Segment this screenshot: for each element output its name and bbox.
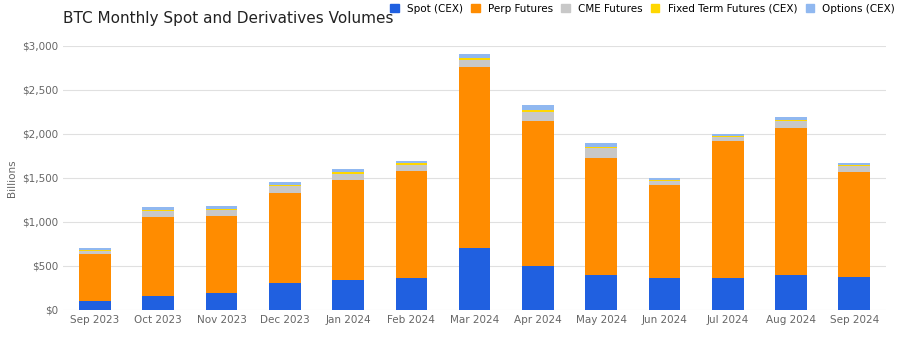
Bar (585, 146, 616, 148)
Bar (522, 266, 553, 310)
Bar (712, 136, 742, 137)
Bar (522, 112, 553, 121)
Bar (459, 248, 490, 310)
Bar (585, 143, 616, 146)
Bar (332, 169, 363, 172)
Bar (775, 121, 806, 128)
Bar (838, 277, 869, 310)
Bar (838, 165, 869, 166)
Bar (775, 117, 806, 120)
Bar (459, 67, 490, 248)
Bar (269, 182, 300, 185)
Bar (206, 216, 237, 293)
Bar (838, 163, 869, 165)
Bar (459, 60, 490, 67)
Bar (396, 161, 427, 163)
Bar (838, 172, 869, 277)
Bar (522, 121, 553, 266)
Bar (143, 211, 173, 218)
Bar (648, 278, 679, 310)
Bar (459, 58, 490, 60)
Bar (522, 106, 553, 110)
Bar (585, 148, 616, 158)
Bar (648, 178, 679, 180)
Bar (143, 296, 173, 310)
Bar (648, 185, 679, 278)
Bar (838, 166, 869, 172)
Bar (775, 275, 806, 310)
Bar (585, 275, 616, 310)
Bar (712, 134, 742, 136)
Bar (332, 280, 363, 310)
Bar (585, 158, 616, 275)
Bar (332, 180, 363, 280)
Bar (206, 293, 237, 310)
Bar (712, 278, 742, 310)
Text: BTC Monthly Spot and Derivatives Volumes: BTC Monthly Spot and Derivatives Volumes (63, 11, 394, 26)
Bar (396, 165, 427, 171)
Bar (648, 180, 679, 181)
Bar (459, 54, 490, 58)
Bar (79, 250, 111, 251)
Bar (396, 278, 427, 310)
Bar (143, 210, 173, 211)
Bar (269, 186, 300, 193)
Bar (79, 251, 111, 254)
Bar (79, 301, 111, 310)
Bar (269, 185, 300, 186)
Bar (775, 120, 806, 121)
Bar (522, 110, 553, 112)
Bar (143, 218, 173, 296)
Bar (143, 207, 173, 210)
Bar (206, 209, 237, 210)
Bar (712, 137, 742, 141)
Bar (332, 172, 363, 174)
Bar (79, 248, 111, 250)
Bar (79, 254, 111, 301)
Bar (396, 163, 427, 165)
Bar (269, 283, 300, 310)
Bar (712, 141, 742, 278)
Bar (775, 128, 806, 275)
Bar (269, 193, 300, 283)
Bar (396, 171, 427, 278)
Bar (206, 206, 237, 209)
Legend: Spot (CEX), Perp Futures, CME Futures, Fixed Term Futures (CEX), Options (CEX): Spot (CEX), Perp Futures, CME Futures, F… (390, 4, 894, 13)
Bar (332, 174, 363, 181)
Bar (206, 210, 237, 216)
Y-axis label: Billions: Billions (6, 159, 16, 196)
Bar (648, 181, 679, 185)
